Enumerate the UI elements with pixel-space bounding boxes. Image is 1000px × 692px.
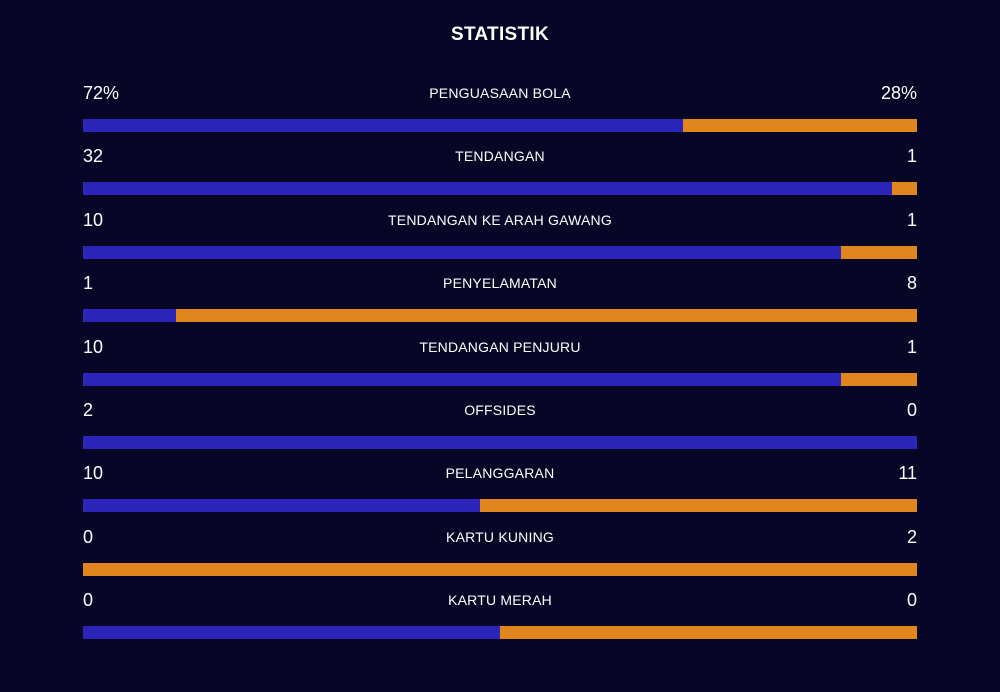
stat-bar	[83, 119, 917, 132]
stat-row: TENDANGAN KE ARAH GAWANG 10 1	[83, 208, 917, 271]
stat-row: KARTU MERAH 0 0	[83, 588, 917, 651]
stat-bar	[83, 562, 917, 576]
home-value: 10	[83, 336, 104, 357]
stat-label: PENGUASAAN BOLA	[429, 85, 571, 101]
stat-row-header: TENDANGAN PENJURU 10 1	[83, 335, 917, 359]
home-value: 0	[83, 590, 94, 611]
stat-bar	[83, 309, 917, 323]
stat-row: KARTU KUNING 0 2	[83, 525, 917, 588]
stat-bar	[83, 372, 917, 386]
stat-bar	[83, 435, 917, 449]
away-value: 2	[906, 526, 917, 547]
stat-bar	[83, 499, 917, 513]
home-value: 72%	[83, 83, 120, 103]
stat-bar-home	[83, 309, 176, 323]
stat-bar	[83, 245, 917, 259]
away-value: 11	[898, 463, 917, 484]
stat-bar-home	[83, 499, 481, 513]
stat-label: OFFSIDES	[464, 401, 536, 418]
stat-bar-away	[841, 245, 917, 259]
stat-bar-home	[83, 182, 892, 196]
away-value: 8	[906, 273, 917, 294]
stat-row-header: KARTU MERAH 0 0	[83, 588, 917, 612]
stat-bar-home	[83, 245, 842, 259]
stat-row: PELANGGARAN 10 11	[83, 461, 917, 524]
stat-row-header: PELANGGARAN 10 11	[83, 461, 917, 485]
stat-bar-home	[83, 435, 917, 449]
home-value: 10	[83, 463, 104, 484]
away-value: 1	[906, 336, 917, 357]
stat-bar-away	[175, 309, 917, 323]
stat-row: OFFSIDES 2 0	[83, 398, 917, 461]
stat-bar-away	[500, 626, 917, 640]
away-value: 1	[906, 146, 917, 167]
away-value: 28%	[880, 83, 917, 103]
stat-bar	[83, 182, 917, 196]
away-value: 1	[906, 209, 917, 230]
stat-bar-away	[683, 119, 917, 132]
stats-list: PENGUASAAN BOLA 72% 28% TENDANGAN 32 1 TENDANG…	[83, 81, 917, 652]
stat-label: TENDANGAN	[455, 148, 545, 165]
stat-row: PENYELAMATAN 1 8	[83, 271, 917, 334]
home-value: 1	[83, 273, 94, 294]
stat-row-header: KARTU KUNING 0 2	[83, 525, 917, 549]
stat-label: KARTU KUNING	[446, 528, 554, 545]
stat-label: PENYELAMATAN	[443, 275, 557, 292]
stat-row-header: TENDANGAN KE ARAH GAWANG 10 1	[83, 208, 917, 232]
stat-label: KARTU MERAH	[448, 592, 552, 609]
away-value: 0	[906, 590, 917, 611]
stat-bar-away	[83, 562, 917, 576]
stat-row: TENDANGAN 32 1	[83, 144, 917, 207]
stat-label: TENDANGAN PENJURU	[419, 338, 581, 355]
stat-bar-home	[83, 119, 684, 132]
stat-bar	[83, 626, 917, 640]
stat-bar-home	[83, 626, 500, 640]
stat-row: PENGUASAAN BOLA 72% 28%	[83, 81, 917, 144]
stat-label: TENDANGAN KE ARAH GAWANG	[388, 211, 612, 228]
stat-row-header: TENDANGAN 32 1	[83, 144, 917, 168]
stat-row-header: PENYELAMATAN 1 8	[83, 271, 917, 295]
stat-row-header: OFFSIDES 2 0	[83, 398, 917, 422]
stat-bar-away	[841, 372, 917, 386]
home-value: 10	[83, 209, 104, 230]
home-value: 32	[83, 146, 104, 167]
stat-bar-away	[891, 182, 917, 196]
away-value: 0	[906, 399, 917, 420]
stat-bar-away	[480, 499, 917, 513]
stat-row: TENDANGAN PENJURU 10 1	[83, 335, 917, 398]
stat-bar-home	[83, 372, 842, 386]
home-value: 2	[83, 399, 94, 420]
home-value: 0	[83, 526, 94, 547]
stats-title: STATISTIK	[450, 24, 550, 45]
stat-label: PELANGGARAN	[445, 465, 555, 482]
stat-row-header: PENGUASAAN BOLA 72% 28%	[83, 81, 917, 105]
